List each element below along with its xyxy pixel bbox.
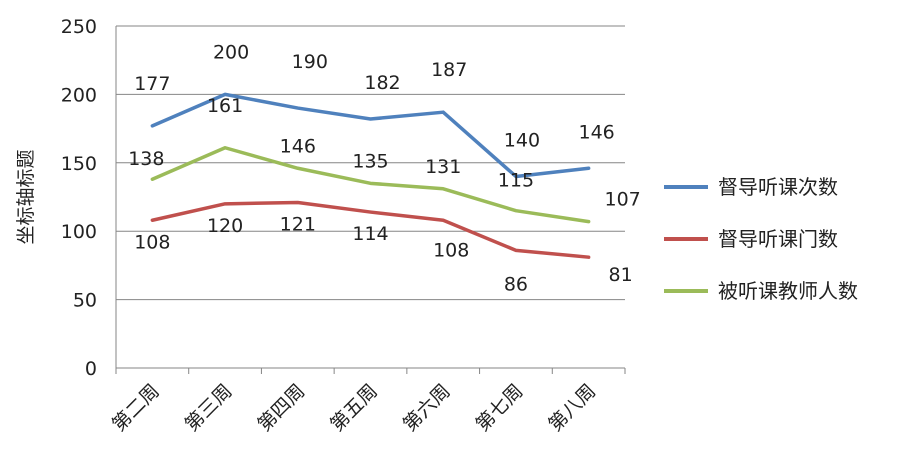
y-tick-label: 200 [61,84,97,106]
data-label: 107 [605,189,641,211]
x-tick-label: 第七周 [472,380,528,436]
x-tick-label: 第五周 [326,380,382,436]
x-tick-label: 第八周 [544,380,600,436]
series-line [150,200,591,259]
data-label: 161 [207,95,243,117]
data-label: 115 [498,170,534,192]
x-tick-label: 第三周 [181,380,237,436]
series-line [150,146,591,224]
data-label: 121 [280,213,316,235]
x-tick-label: 第六周 [399,380,455,436]
legend-label: 督导听课次数 [718,175,838,199]
data-label: 182 [364,72,400,94]
y-tick-label: 0 [85,358,97,380]
x-axis-ticks: 第二周 第三周 第四周 第五周 第六周 第七周 第八周 [108,368,626,436]
data-label: 138 [128,148,164,170]
data-label: 108 [433,239,469,261]
data-label: 200 [213,41,249,63]
data-label: 81 [609,264,633,286]
y-tick-label: 100 [61,221,97,243]
data-label: 146 [280,135,316,157]
y-axis-ticks: 0 50 100 150 200 250 [61,16,97,380]
legend-label: 督导听课门数 [718,227,838,251]
data-label: 131 [425,156,461,178]
data-label: 187 [431,59,467,81]
data-label: 114 [352,223,388,245]
data-label: 108 [134,231,170,253]
y-tick-label: 50 [73,290,97,312]
data-label: 140 [504,129,540,151]
gridlines [116,25,625,301]
data-label: 135 [352,150,388,172]
legend-label: 被听课教师人数 [718,279,858,303]
x-tick-label: 第四周 [253,380,309,436]
data-label: 190 [292,51,328,73]
data-label: 86 [504,273,528,295]
data-labels: 177 200 190 182 187 140 146 108 120 121 114 108 86 81… [128,41,641,295]
data-label: 177 [134,73,170,95]
series-line [150,92,591,179]
data-label: 120 [207,215,243,237]
y-axis-title: 坐标轴标题 [15,149,37,244]
y-tick-label: 150 [61,153,97,175]
series-lines [150,92,591,259]
x-tick-label: 第二周 [108,380,164,436]
y-tick-label: 250 [61,16,97,38]
data-label: 146 [579,121,615,143]
